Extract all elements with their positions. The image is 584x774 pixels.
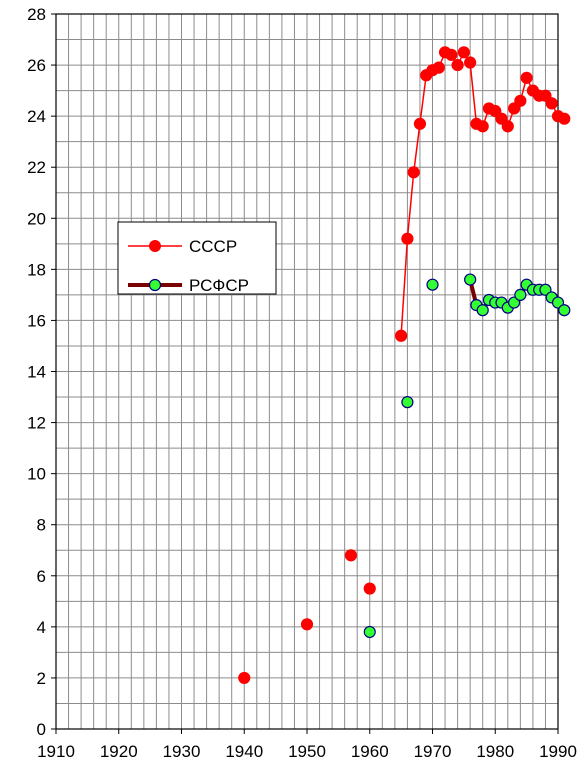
- series-layer: [238, 46, 571, 685]
- y-tick-label: 24: [27, 107, 46, 126]
- x-tick-label: 1950: [288, 742, 326, 761]
- data-point: [300, 618, 314, 631]
- y-tick-label: 26: [27, 56, 46, 75]
- data-point: [401, 396, 414, 409]
- data-point: [344, 549, 358, 562]
- x-tick-label: 1980: [476, 742, 514, 761]
- y-tick-label: 0: [37, 720, 46, 739]
- data-point: [407, 166, 420, 179]
- data-point: [514, 94, 527, 107]
- x-tick-label: 1940: [225, 742, 263, 761]
- y-tick-label: 6: [37, 567, 46, 586]
- legend: СССР РСФСР: [117, 221, 277, 295]
- data-point: [520, 71, 533, 84]
- series-1: [363, 273, 571, 639]
- x-tick-label: 1930: [163, 742, 201, 761]
- y-tick-label: 22: [27, 158, 46, 177]
- series-0: [238, 46, 571, 685]
- data-point: [238, 671, 251, 685]
- data-point: [401, 232, 414, 245]
- data-point: [464, 273, 477, 286]
- data-point: [558, 304, 571, 317]
- y-tick-label: 16: [27, 311, 46, 330]
- data-point: [445, 48, 458, 61]
- x-tick-label: 1970: [414, 742, 452, 761]
- x-tick-label: 1910: [37, 742, 75, 761]
- data-point: [476, 120, 489, 133]
- grid: [56, 14, 558, 729]
- data-point: [432, 61, 445, 74]
- legend-box: [117, 221, 277, 295]
- legend-label-ussr: СССР: [189, 237, 237, 256]
- y-tick-label: 20: [27, 209, 46, 228]
- data-point: [464, 56, 477, 69]
- data-point: [426, 278, 439, 291]
- data-point: [363, 625, 376, 639]
- y-tick-label: 8: [37, 516, 46, 535]
- y-tick-label: 2: [37, 669, 46, 688]
- y-tick-label: 14: [27, 363, 46, 382]
- legend-marker-rsfsr: [148, 278, 162, 292]
- y-tick-label: 18: [27, 260, 46, 279]
- data-point: [457, 46, 470, 59]
- y-tick-label: 10: [27, 465, 46, 484]
- data-point: [413, 117, 427, 130]
- data-point: [476, 304, 489, 317]
- data-point: [363, 582, 376, 595]
- x-tick-labels: 1910 1920 1930 1940 1950 1960 1970 1980 1990: [37, 729, 577, 761]
- y-tick-label: 4: [37, 618, 46, 637]
- data-point: [558, 112, 571, 125]
- x-tick-label: 1920: [100, 742, 138, 761]
- legend-marker-ussr: [149, 240, 161, 252]
- y-tick-label: 12: [27, 414, 46, 433]
- x-tick-label: 1960: [351, 742, 389, 761]
- data-point: [514, 288, 527, 301]
- data-point: [395, 329, 408, 342]
- legend-label-rsfsr: РСФСР: [189, 276, 249, 295]
- data-point: [545, 97, 558, 110]
- data-point: [501, 120, 514, 133]
- y-tick-label: 28: [27, 5, 46, 24]
- data-point: [451, 58, 464, 72]
- x-tick-label: 1990: [539, 742, 577, 761]
